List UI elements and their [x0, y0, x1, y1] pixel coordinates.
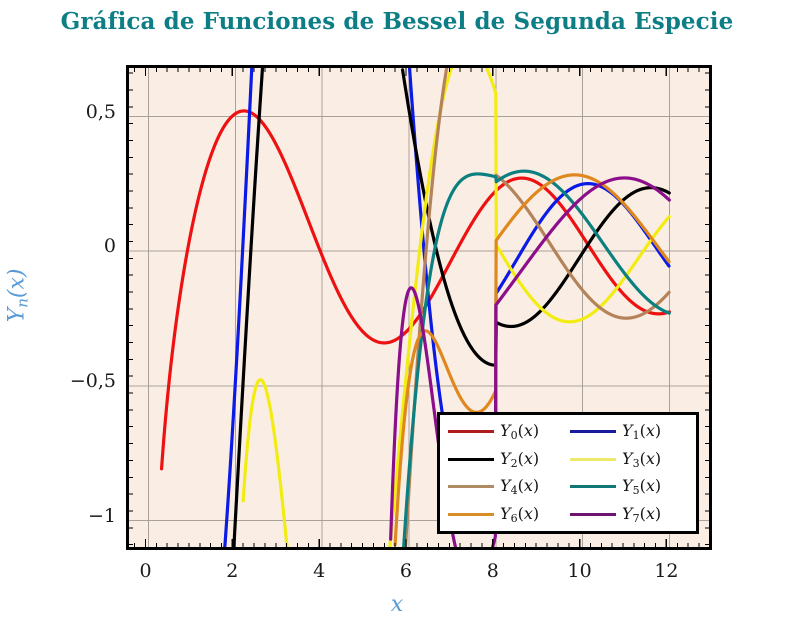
legend-item-y7[interactable]: Y7(x) — [568, 504, 690, 525]
x-tick-label: 0 — [139, 560, 152, 582]
page-title: Gráfica de Funciones de Bessel de Segund… — [60, 8, 734, 35]
y-tick-label: −1 — [87, 504, 116, 527]
legend-swatch-icon — [448, 512, 494, 516]
legend[interactable]: Y0(x) Y1(x) Y2(x) Y3(x) Y4(x) Y5(x) Y6(x) Y7(x) — [437, 412, 699, 534]
y-axis-label-arg: (x) — [4, 268, 30, 299]
legend-item-y0[interactable]: Y0(x) — [446, 421, 568, 442]
legend-swatch-icon — [570, 457, 616, 461]
y-axis-label-sub: n — [13, 298, 32, 308]
plot-area — [126, 65, 712, 550]
x-tick-label: 12 — [654, 560, 679, 582]
legend-item-label: Y5(x) — [622, 476, 662, 498]
legend-item-y4[interactable]: Y4(x) — [446, 476, 568, 497]
legend-item-label: Y7(x) — [622, 503, 662, 525]
legend-item-label: Y2(x) — [500, 448, 540, 470]
y-tick-label: 0 — [103, 235, 116, 258]
x-axis-label: x — [390, 592, 404, 617]
x-tick-label: 10 — [567, 560, 592, 582]
y-axis-label: Yn(x) — [5, 255, 32, 335]
legend-item-y6[interactable]: Y6(x) — [446, 504, 568, 525]
x-tick-label: 8 — [486, 560, 499, 582]
legend-item-label: Y3(x) — [622, 448, 662, 470]
x-tick-label: 4 — [313, 560, 326, 582]
legend-swatch-icon — [570, 430, 616, 434]
legend-item-y3[interactable]: Y3(x) — [568, 449, 690, 470]
x-tick-label: 6 — [399, 560, 413, 582]
legend-item-label: Y6(x) — [500, 503, 540, 525]
legend-swatch-icon — [570, 512, 616, 516]
legend-swatch-icon — [570, 485, 616, 489]
legend-item-y2[interactable]: Y2(x) — [446, 449, 568, 470]
x-tick-label: 2 — [226, 560, 239, 582]
y-tick-label: 0,5 — [85, 100, 116, 123]
legend-swatch-icon — [448, 457, 494, 461]
y-axis-label-base: Y — [4, 307, 30, 323]
legend-swatch-icon — [448, 430, 494, 434]
legend-item-label: Y4(x) — [500, 476, 540, 498]
legend-item-y5[interactable]: Y5(x) — [568, 476, 690, 497]
curve-y2 — [232, 68, 671, 547]
legend-item-label: Y1(x) — [622, 421, 662, 443]
curve-y0 — [159, 109, 672, 471]
legend-item-label: Y0(x) — [500, 421, 540, 443]
legend-item-y1[interactable]: Y1(x) — [568, 421, 690, 442]
curve-y6 — [393, 173, 671, 547]
curve-y5 — [402, 169, 671, 547]
y-tick-label: −0,5 — [69, 369, 116, 392]
legend-swatch-icon — [448, 485, 494, 489]
